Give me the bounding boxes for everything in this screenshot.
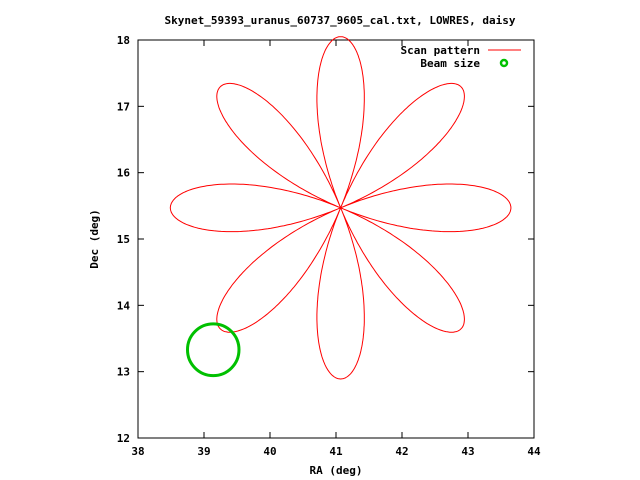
x-tick-label: 39	[197, 445, 210, 458]
legend-label-beam-size: Beam size	[420, 57, 480, 70]
x-tick-label: 42	[395, 445, 408, 458]
legend-label-scan-pattern: Scan pattern	[401, 44, 480, 57]
x-tick-label: 38	[131, 445, 144, 458]
x-tick-label: 43	[461, 445, 474, 458]
chart-title: Skynet_59393_uranus_60737_9605_cal.txt, …	[165, 14, 516, 27]
x-tick-label: 41	[329, 445, 343, 458]
scan-pattern-line	[169, 36, 512, 380]
x-tick-label: 44	[527, 445, 541, 458]
legend-swatch-beam-size	[499, 58, 509, 68]
y-tick-label: 16	[117, 167, 131, 180]
y-tick-label: 14	[117, 299, 131, 312]
y-tick-label: 12	[117, 432, 130, 445]
x-tick-label: 40	[263, 445, 276, 458]
y-tick-label: 18	[117, 34, 130, 47]
y-tick-label: 15	[117, 233, 130, 246]
y-tick-label: 13	[117, 366, 130, 379]
legend: Scan pattern Beam size	[401, 44, 521, 70]
y-tick-label: 17	[117, 100, 130, 113]
y-axis-label: Dec (deg)	[88, 209, 101, 269]
beam-size-circle	[186, 322, 241, 378]
x-axis-label: RA (deg)	[310, 464, 363, 477]
